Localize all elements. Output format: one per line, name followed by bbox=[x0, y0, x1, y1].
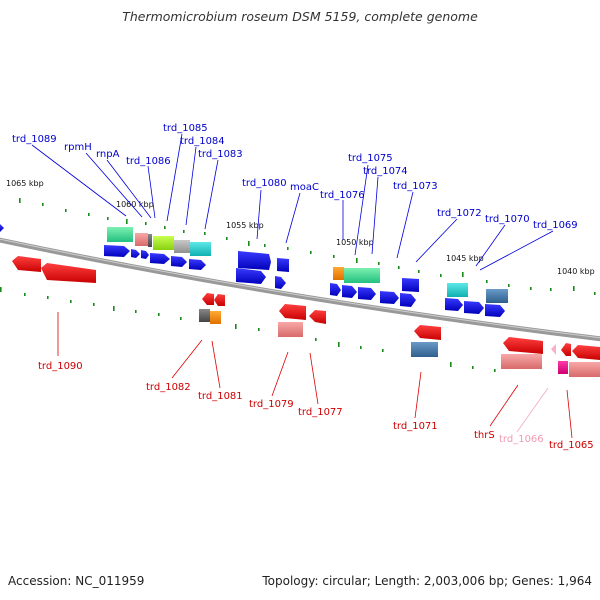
lower-leader-lines bbox=[57, 312, 573, 439]
label-thrs: thrS bbox=[474, 430, 495, 441]
trd-1066-leader bbox=[516, 387, 549, 433]
label-trd-1076: trd_1076 bbox=[320, 190, 365, 201]
gene-arrow bbox=[358, 287, 376, 300]
label-trd-1069: trd_1069 bbox=[533, 220, 578, 231]
label-trd-1085: trd_1085 bbox=[163, 123, 208, 134]
feature-salmon-3 bbox=[501, 354, 542, 369]
feature-steel-2 bbox=[411, 342, 438, 357]
feature-steel bbox=[486, 289, 508, 303]
genome-backbone-highlight bbox=[0, 238, 600, 339]
feature-lime bbox=[153, 236, 174, 250]
gene-arrow bbox=[12, 256, 41, 272]
gene-arrow bbox=[445, 298, 463, 311]
gene-arrow bbox=[141, 250, 149, 259]
gene-arrow bbox=[171, 256, 187, 267]
gene-arrow bbox=[503, 337, 543, 354]
lower-tick-row bbox=[0, 287, 496, 372]
feature-dark bbox=[148, 234, 152, 247]
label-trd-1086: trd_1086 bbox=[126, 156, 171, 167]
gene-arrow bbox=[572, 345, 600, 360]
lower-gene-labels: trd_1090 trd_1082 trd_1081 trd_1079 trd_… bbox=[38, 361, 594, 451]
upper-gene-labels: trd_1089 rpmH rnpA trd_1086 trd_1085 trd… bbox=[12, 123, 578, 231]
gene-arrow bbox=[561, 343, 571, 356]
gene-arrow bbox=[131, 249, 140, 258]
label-trd-1066: trd_1066 bbox=[499, 434, 544, 445]
gene-arrow bbox=[380, 291, 399, 304]
gene-arrow bbox=[275, 276, 286, 289]
gene-arrow bbox=[277, 258, 289, 272]
scale-label-1045: 1045 kbp bbox=[446, 254, 484, 263]
label-trd-1079: trd_1079 bbox=[249, 399, 294, 410]
feature-salmon-4 bbox=[569, 362, 600, 377]
gene-arrow bbox=[330, 283, 341, 296]
label-trd-1071: trd_1071 bbox=[393, 421, 438, 432]
feature-cyan-2 bbox=[447, 283, 468, 297]
map-title: Thermomicrobium roseum DSM 5159, complet… bbox=[122, 9, 478, 24]
feature-gray bbox=[174, 240, 190, 253]
scale-label-1050: 1050 kbp bbox=[336, 238, 374, 247]
label-moac: moaC bbox=[290, 182, 319, 193]
gene-arrow bbox=[189, 259, 206, 270]
gene-arrow bbox=[279, 304, 306, 320]
gene-arrow bbox=[402, 278, 419, 292]
label-trd-1084: trd_1084 bbox=[180, 136, 225, 147]
label-rpmh: rpmH bbox=[64, 142, 92, 153]
gene-arrow bbox=[400, 293, 416, 307]
label-trd-1072: trd_1072 bbox=[437, 208, 482, 219]
label-trd-1082: trd_1082 bbox=[146, 382, 191, 393]
genome-backbone bbox=[0, 237, 600, 342]
gene-arrow bbox=[464, 301, 484, 314]
feature-cyan bbox=[190, 242, 211, 256]
gene-arrow bbox=[414, 325, 441, 340]
gene-arrow bbox=[309, 310, 326, 324]
scale-label-1040: 1040 kbp bbox=[557, 267, 595, 276]
label-rnpa: rnpA bbox=[96, 149, 120, 160]
feature-dark-2 bbox=[199, 309, 210, 322]
label-trd-1081: trd_1081 bbox=[198, 391, 243, 402]
trna-feature bbox=[551, 344, 556, 355]
feature-salmon-2 bbox=[278, 322, 303, 337]
reverse-strand-genes bbox=[12, 256, 600, 360]
label-trd-1077: trd_1077 bbox=[298, 407, 343, 418]
label-trd-1073: trd_1073 bbox=[393, 181, 438, 192]
label-trd-1083: trd_1083 bbox=[198, 149, 243, 160]
gene-arrow bbox=[0, 224, 4, 232]
gene-arrow bbox=[214, 294, 225, 306]
gene-arrow bbox=[41, 263, 96, 283]
gene-arrow bbox=[485, 304, 505, 317]
feature-orange-2 bbox=[210, 311, 221, 324]
label-trd-1070: trd_1070 bbox=[485, 214, 530, 225]
gene-arrow bbox=[342, 285, 357, 298]
feature-magenta bbox=[558, 361, 568, 374]
forward-strand-genes bbox=[0, 224, 505, 317]
feature-salmon bbox=[135, 233, 148, 246]
upper-leader-lines bbox=[31, 133, 554, 271]
accession-text: Accession: NC_011959 bbox=[8, 574, 145, 588]
scale-label-1065: 1065 kbp bbox=[6, 179, 44, 188]
gene-arrow bbox=[236, 268, 266, 284]
upper-tick-row bbox=[19, 198, 596, 295]
label-trd-1065: trd_1065 bbox=[549, 440, 594, 451]
scale-label-1060: 1060 kbp bbox=[116, 200, 154, 209]
gene-arrow bbox=[104, 245, 130, 257]
genome-summary-text: Topology: circular; Length: 2,003,006 bp… bbox=[262, 574, 592, 588]
feature-green bbox=[107, 227, 133, 242]
gene-arrow bbox=[202, 293, 214, 305]
scale-label-1055: 1055 kbp bbox=[226, 221, 264, 230]
gene-arrow bbox=[150, 253, 170, 264]
label-trd-1090: trd_1090 bbox=[38, 361, 83, 372]
feature-green-2 bbox=[344, 268, 380, 283]
label-trd-1080: trd_1080 bbox=[242, 178, 287, 189]
label-trd-1074: trd_1074 bbox=[363, 166, 408, 177]
label-trd-1075: trd_1075 bbox=[348, 153, 393, 164]
label-trd-1089: trd_1089 bbox=[12, 134, 57, 145]
gene-arrow bbox=[238, 251, 271, 270]
feature-orange bbox=[333, 267, 344, 280]
